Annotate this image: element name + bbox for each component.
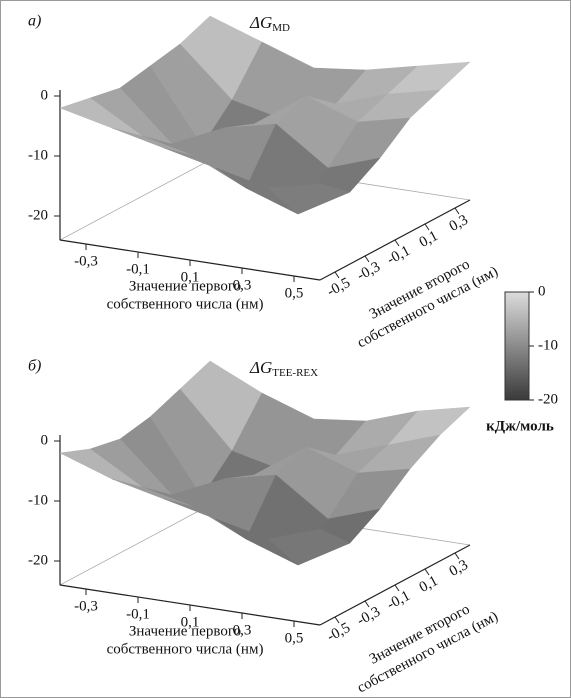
y-tick-label: 0,1 [417, 228, 441, 251]
y-tick-label: 0,1 [417, 573, 441, 596]
panel-label: б) [28, 358, 41, 375]
y-tick-label: 0,3 [447, 212, 471, 235]
z-tick-label: -20 [28, 207, 48, 223]
x-tick-label: 0,5 [285, 285, 304, 301]
y-tick-label: -0,3 [354, 604, 382, 629]
y-tick-label: -0,1 [384, 243, 412, 268]
x-tick-label: 0,5 [285, 630, 304, 646]
colorbar-tick-label: -10 [538, 337, 558, 353]
colorbar-tick-label: 0 [538, 283, 546, 299]
y-tick [334, 616, 340, 624]
surface-patch [267, 528, 351, 566]
z-tick-label: 0 [41, 432, 49, 448]
z-tick-label: -20 [28, 552, 48, 568]
y-tick [334, 271, 340, 279]
x-axis-label: Значение первого [129, 623, 241, 639]
chart-title: ΔGMD [249, 13, 290, 34]
x-tick-label: 0,3 [233, 622, 252, 638]
surface-patch [267, 183, 351, 215]
y-tick [454, 552, 460, 560]
panel-label: а) [28, 13, 41, 30]
x-tick-label: -0,3 [74, 253, 98, 269]
x-tick-label: 0,3 [233, 277, 252, 293]
y-tick-label: 0,3 [447, 557, 471, 580]
title-sub: MD [272, 22, 290, 34]
y-tick [424, 223, 430, 231]
y-tick-label: -0,1 [384, 588, 412, 613]
z-tick-label: -10 [28, 147, 48, 163]
x-axis-label: Значение первого [129, 278, 241, 294]
y-tick-label: -0,5 [324, 620, 352, 645]
y-tick [394, 584, 400, 592]
colorbar [504, 291, 530, 401]
title-sub: TEE-REX [272, 367, 318, 379]
title-main: ΔG [249, 358, 272, 377]
x-tick-label: -0,3 [74, 598, 98, 614]
chart-title: ΔGTEE-REX [249, 358, 318, 379]
x-tick-label: -0,1 [126, 606, 150, 622]
z-tick-label: 0 [41, 87, 49, 103]
y-tick [364, 600, 370, 608]
x-axis-label: собственного числа (нм) [107, 296, 264, 312]
y-tick [394, 239, 400, 247]
y-tick-label: -0,3 [354, 259, 382, 284]
y-tick [454, 207, 460, 215]
y-tick-label: -0,5 [324, 275, 352, 300]
y-tick [424, 568, 430, 576]
x-tick-label: 0,1 [181, 269, 200, 285]
x-tick-label: 0,1 [181, 614, 200, 630]
colorbar-tick-label: -20 [538, 391, 558, 407]
title-main: ΔG [249, 13, 272, 32]
x-tick-label: -0,1 [126, 261, 150, 277]
x-axis-label: собственного числа (нм) [107, 641, 264, 657]
y-tick [364, 255, 370, 263]
z-tick-label: -10 [28, 492, 48, 508]
colorbar-label: кДж/моль [486, 418, 554, 434]
